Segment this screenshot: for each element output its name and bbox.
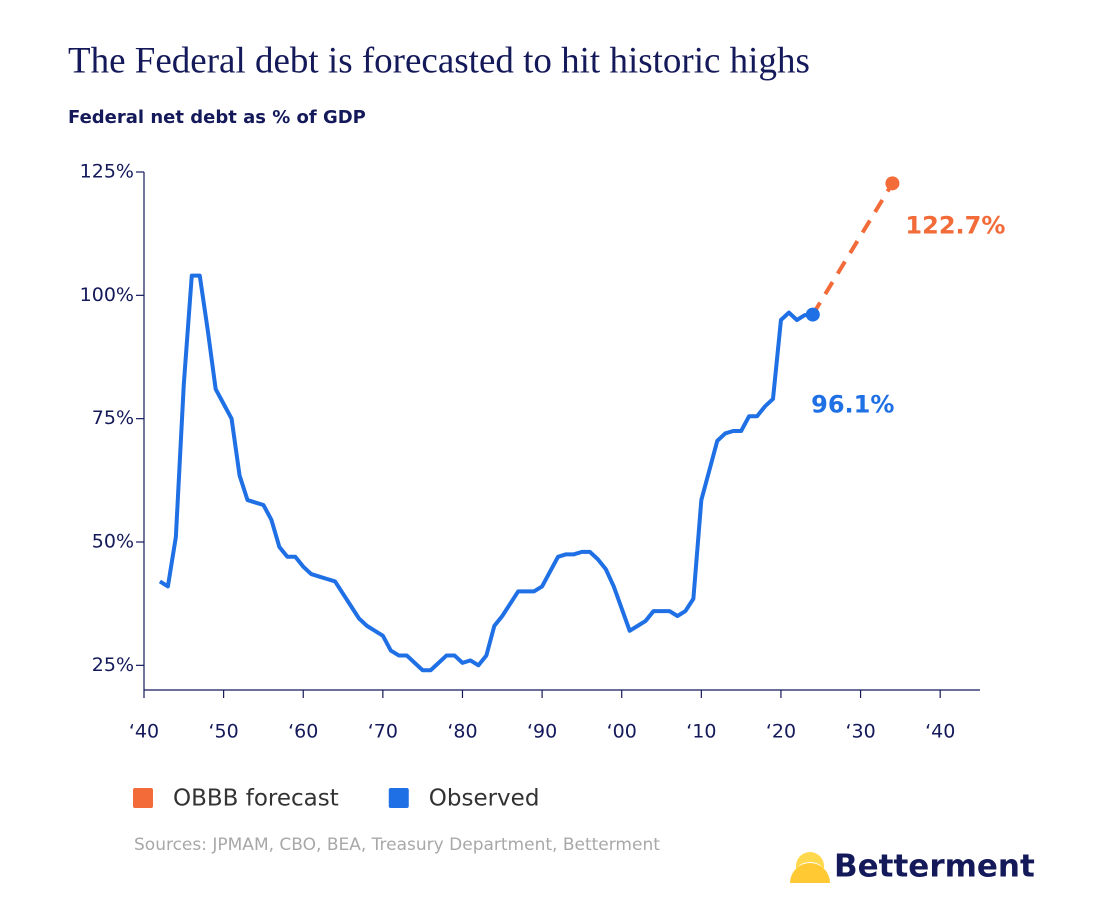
legend-label: Observed — [429, 786, 540, 812]
series-line — [158, 273, 813, 673]
y-tick-label: 100% — [80, 284, 134, 306]
y-tick-label: 25% — [92, 654, 134, 676]
x-tick-label: ‘00 — [607, 721, 637, 743]
x-tick-label: ‘70 — [368, 721, 398, 743]
x-tick-label: ‘80 — [447, 721, 477, 743]
legend-swatch — [388, 788, 409, 808]
x-tick-label: ‘90 — [527, 721, 557, 743]
y-tick-label: 75% — [92, 407, 134, 429]
x-tick-label: ‘30 — [845, 721, 875, 743]
end-marker — [805, 307, 820, 322]
source-note: Sources: JPMAM, CBO, BEA, Treasury Depar… — [134, 835, 660, 855]
logo-icon — [790, 863, 830, 883]
value-label: 122.7% — [905, 211, 1005, 239]
value-label: 96.1% — [811, 391, 894, 419]
end-marker — [885, 176, 900, 191]
x-tick-label: ‘10 — [686, 721, 716, 743]
chart-title: The Federal debt is forecasted to hit hi… — [68, 40, 810, 81]
x-tick-label: ‘60 — [288, 721, 318, 743]
legend-swatch — [133, 788, 153, 808]
y-tick-label: 50% — [92, 531, 134, 553]
chart-subtitle: Federal net debt as % of GDP — [68, 107, 366, 128]
x-tick-label: ‘40 — [925, 721, 955, 743]
legend-label: OBBB forecast — [173, 786, 339, 812]
x-tick-label: ‘40 — [129, 721, 159, 743]
x-tick-label: ‘50 — [209, 721, 239, 743]
logo-text: Betterment — [834, 849, 1035, 885]
x-tick-label: ‘20 — [766, 721, 796, 743]
y-tick-label: 125% — [80, 161, 134, 183]
series-line — [811, 182, 895, 316]
logo-icon — [796, 852, 824, 872]
logo: Betterment — [790, 849, 1035, 885]
